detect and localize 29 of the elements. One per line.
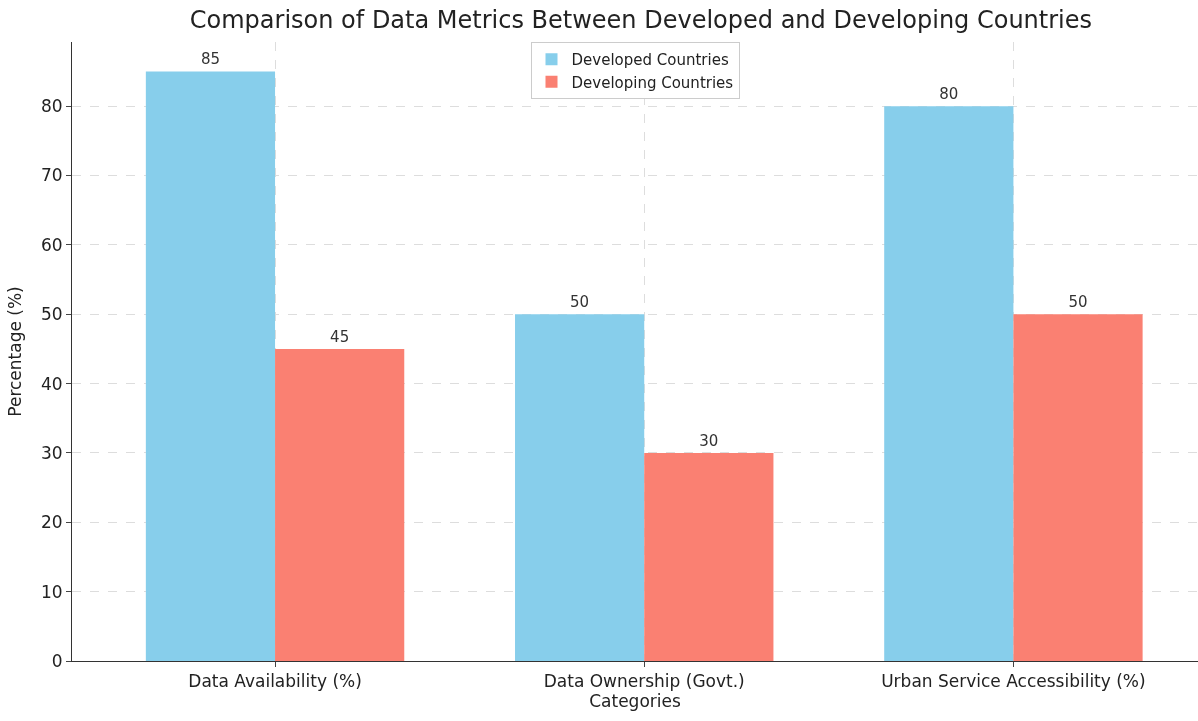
y-tick-label: 40 (40, 373, 63, 394)
y-tick-label: 10 (40, 581, 63, 602)
legend-label: Developing Countries (571, 73, 734, 92)
legend-label: Developed Countries (571, 51, 729, 70)
chart-title: Comparison of Data Metrics Between Developed and Developing Countries (189, 5, 1093, 34)
x-axis-title: Categories (589, 691, 681, 712)
bar (1013, 314, 1143, 661)
y-tick-label: 70 (40, 165, 63, 186)
data-label: 85 (200, 50, 220, 69)
data-label: 30 (699, 431, 719, 450)
data-label: 80 (939, 85, 959, 104)
data-label: 50 (570, 293, 590, 312)
y-tick-label: 20 (40, 512, 63, 533)
x-tick-label: Urban Service Accessibility (%) (881, 671, 1146, 692)
data-label: 50 (1068, 293, 1088, 312)
bar (515, 314, 645, 661)
y-tick-label: 60 (40, 234, 63, 255)
data-label: 45 (330, 327, 350, 346)
y-tick-label: 0 (51, 650, 63, 671)
y-axis-title: Percentage (%) (4, 286, 25, 417)
y-tick-label: 50 (40, 304, 63, 325)
bar (884, 106, 1014, 661)
bar (275, 348, 405, 661)
x-tick-label: Data Ownership (Govt.) (543, 671, 745, 692)
x-tick-label: Data Availability (%) (188, 671, 362, 692)
y-tick-label: 30 (40, 442, 63, 463)
bar (644, 452, 774, 661)
bar (145, 71, 276, 661)
y-tick-label: 80 (40, 96, 63, 117)
